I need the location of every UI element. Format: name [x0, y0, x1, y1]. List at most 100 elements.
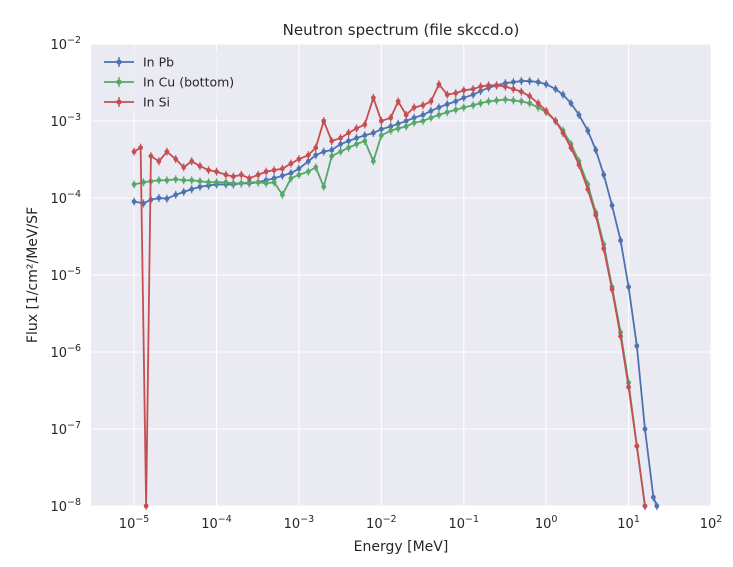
x-tick-label-exponent: 2: [716, 514, 722, 525]
data-point: [271, 179, 277, 185]
data-point: [593, 147, 599, 153]
legend-item: In Cu (bottom): [104, 75, 234, 90]
x-tick-label: 101: [617, 514, 640, 532]
x-tick-label-base: 10: [119, 517, 136, 532]
data-point: [305, 169, 311, 175]
data-point: [576, 162, 582, 168]
data-point: [138, 145, 144, 151]
data-point: [568, 100, 574, 106]
legend-label: In Si: [143, 95, 170, 110]
data-point: [494, 98, 499, 103]
data-point: [420, 118, 426, 124]
data-point: [305, 152, 311, 158]
data-point: [338, 149, 343, 155]
x-tick-label-exponent: −5: [135, 514, 149, 525]
legend-item: In Pb: [104, 55, 174, 70]
data-point: [527, 100, 533, 106]
data-point: [296, 156, 302, 162]
y-tick-label: 10−2: [50, 35, 81, 53]
data-point: [388, 115, 394, 121]
data-point: [173, 176, 179, 182]
data-point: [156, 195, 162, 201]
data-point: [164, 149, 170, 155]
data-point: [370, 95, 376, 101]
data-point: [535, 79, 541, 85]
data-point: [181, 177, 187, 183]
data-point: [395, 98, 401, 104]
x-tick-label-base: 10: [284, 517, 301, 532]
y-tick-label-exponent: −2: [67, 35, 81, 46]
data-point: [650, 494, 656, 500]
data-point: [453, 107, 459, 113]
y-axis-ticks: 10−810−710−610−510−410−310−2: [50, 35, 81, 515]
data-point: [428, 98, 434, 104]
legend-label: In Cu (bottom): [143, 75, 234, 90]
data-point: [593, 212, 599, 218]
data-point: [436, 105, 442, 110]
data-point: [388, 124, 394, 129]
data-point: [173, 192, 179, 198]
data-point: [502, 84, 508, 89]
data-point: [313, 164, 319, 170]
y-tick-label: 10−3: [50, 112, 81, 130]
data-point: [288, 175, 294, 181]
data-point: [189, 186, 195, 192]
x-tick-label-exponent: −1: [465, 514, 479, 525]
x-tick-label: 10−3: [284, 514, 315, 532]
x-tick-label: 10−1: [448, 514, 479, 532]
data-point: [403, 112, 409, 118]
legend-swatch-marker: [116, 99, 122, 105]
data-point: [378, 118, 384, 124]
y-tick-label-base: 10: [50, 500, 67, 515]
data-point: [329, 138, 335, 144]
y-tick-label: 10−7: [50, 420, 81, 438]
data-point: [230, 180, 236, 186]
data-point: [601, 246, 607, 252]
legend-label: In Pb: [143, 55, 174, 70]
data-point: [214, 179, 219, 185]
data-point: [527, 93, 533, 99]
data-point: [354, 135, 359, 141]
data-point: [305, 158, 311, 164]
data-point: [470, 102, 476, 108]
data-point: [329, 147, 335, 153]
data-point: [420, 112, 426, 118]
y-tick-label-base: 10: [50, 346, 67, 361]
data-point: [502, 97, 508, 102]
chart-title: Neutron spectrum (file skccd.o): [283, 21, 520, 39]
y-tick-label-exponent: −7: [67, 420, 81, 431]
x-tick-label-exponent: 0: [551, 514, 557, 525]
x-tick-label: 10−4: [201, 514, 232, 532]
data-point: [626, 284, 631, 290]
legend-item: In Si: [104, 95, 170, 110]
data-point: [354, 141, 359, 147]
data-point: [156, 158, 162, 164]
x-tick-label-base: 10: [448, 517, 465, 532]
y-tick-label: 10−6: [50, 343, 81, 361]
legend: In Pb In Cu (bottom) In Si: [98, 50, 250, 114]
y-tick-label-base: 10: [50, 423, 67, 438]
y-tick-label-exponent: −3: [67, 112, 81, 123]
series-line: [133, 83, 646, 507]
data-point: [156, 177, 162, 183]
data-point: [181, 189, 187, 195]
data-point: [321, 184, 327, 190]
data-point: [214, 169, 219, 175]
data-point: [131, 199, 137, 204]
data-point: [296, 172, 302, 178]
data-point: [444, 92, 450, 98]
data-point: [470, 92, 476, 98]
data-point: [461, 95, 467, 101]
y-tick-label-exponent: −5: [67, 266, 81, 277]
x-tick-label-base: 10: [366, 517, 383, 532]
data-point: [206, 167, 211, 173]
data-point: [279, 166, 285, 172]
data-point: [518, 98, 524, 104]
y-tick-label: 10−8: [50, 497, 81, 515]
data-point: [486, 98, 491, 104]
x-tick-label: 102: [700, 514, 723, 532]
data-point: [388, 128, 394, 134]
y-tick-label-base: 10: [50, 115, 67, 130]
x-tick-label-exponent: −2: [383, 514, 397, 525]
